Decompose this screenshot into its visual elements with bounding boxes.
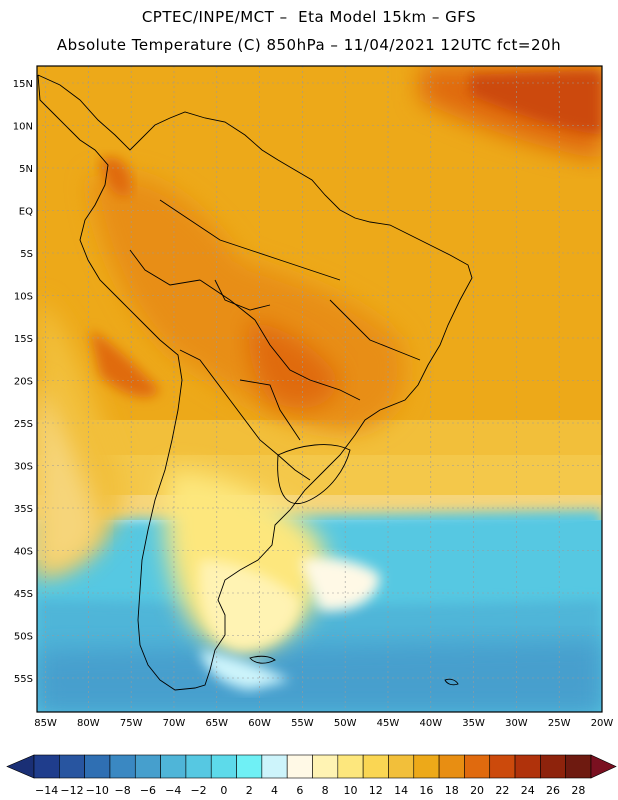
colorbar-tick-label: 2: [246, 784, 253, 797]
colorbar-tick-label: 12: [369, 784, 383, 797]
latitude-axis: 15N 10N 5N EQ 5S 10S 15S 20S 25S 30S 35S 40S 45S 50S 5…: [13, 79, 33, 685]
lon-tick-label: 80W: [77, 718, 100, 729]
colorbar-swatch: [134, 754, 161, 779]
colorbar-tick-label: 24: [521, 784, 535, 797]
lat-tick-label: 5S: [20, 249, 33, 260]
colorbar-swatch: [388, 754, 415, 779]
colorbar-swatch: [84, 754, 111, 779]
colorbar-swatch: [464, 754, 491, 779]
longitude-axis: 85W 80W 75W 70W 65W 60W 55W 50W 45W 40W 35W 30W 25W 2…: [34, 718, 613, 729]
lon-tick-label: 85W: [34, 718, 57, 729]
lat-tick-label: 25S: [14, 419, 33, 430]
colorbar-tick-label: −8: [115, 784, 131, 797]
lat-tick-label: 10N: [13, 122, 33, 133]
colorbar-swatch: [59, 754, 85, 779]
lat-tick-label: 30S: [14, 462, 33, 473]
colorbar-swatch: [109, 754, 136, 779]
colorbar-tick-label: 16: [419, 784, 433, 797]
colorbar-swatch: [514, 754, 541, 779]
lat-tick-label: 40S: [14, 547, 33, 558]
lat-tick-label: 5N: [19, 164, 33, 175]
lat-tick-label: 20S: [14, 377, 33, 388]
colorbar-swatch: [337, 754, 364, 779]
lon-tick-label: 25W: [548, 718, 571, 729]
colorbar-labels: −14 −12 −10 −8 −6 −4 −2 0 2 4 6 8 10 12 14 16 18 20 22 24 26…: [35, 784, 585, 797]
colorbar-swatch: [33, 754, 60, 779]
lat-tick-label: 15N: [13, 79, 33, 90]
coastlines: [37, 74, 473, 691]
colorbar-swatch: [185, 754, 212, 779]
colorbar-under-arrow: [6, 754, 35, 779]
colorbar-tick-label: −12: [60, 784, 83, 797]
colorbar: [6, 754, 617, 779]
colorbar-tick-label: −2: [190, 784, 206, 797]
lon-tick-label: 55W: [291, 718, 314, 729]
colorbar-swatch: [565, 754, 592, 779]
lat-tick-label: EQ: [19, 207, 33, 218]
lon-tick-label: 35W: [462, 718, 485, 729]
colorbar-swatch: [489, 754, 516, 779]
lon-tick-label: 20W: [591, 718, 614, 729]
colorbar-swatch: [438, 754, 465, 779]
colorbar-swatch: [286, 754, 313, 779]
lat-tick-label: 10S: [14, 292, 33, 303]
chart-title-line2: Absolute Temperature (C) 850hPa – 11/04/…: [56, 36, 562, 54]
lat-tick-label: 50S: [14, 632, 33, 643]
colorbar-swatch: [210, 754, 237, 779]
colorbar-tick-label: 26: [546, 784, 560, 797]
colorbar-swatch: [540, 754, 566, 779]
temperature-field: [37, 66, 602, 712]
colorbar-tick-label: 18: [445, 784, 459, 797]
lon-tick-label: 40W: [419, 718, 442, 729]
lon-tick-label: 75W: [120, 718, 143, 729]
colorbar-tick-label: −14: [35, 784, 58, 797]
colorbar-tick-label: 28: [571, 784, 585, 797]
colorbar-tick-label: 22: [495, 784, 509, 797]
lat-tick-label: 55S: [14, 674, 33, 685]
lat-tick-label: 15S: [14, 334, 33, 345]
colorbar-tick-label: −10: [86, 784, 109, 797]
lon-tick-label: 60W: [248, 718, 271, 729]
colorbar-swatch: [160, 754, 187, 779]
chart-title-line1: CPTEC/INPE/MCT – Eta Model 15km – GFS: [141, 8, 477, 26]
colorbar-tick-label: 6: [296, 784, 303, 797]
colorbar-tick-label: 14: [394, 784, 408, 797]
lon-tick-label: 70W: [163, 718, 186, 729]
colorbar-swatch: [236, 754, 263, 779]
lat-tick-label: 45S: [14, 589, 33, 600]
lon-tick-label: 45W: [377, 718, 400, 729]
lat-tick-label: 35S: [14, 504, 33, 515]
colorbar-tick-label: 10: [343, 784, 357, 797]
lon-tick-label: 50W: [334, 718, 357, 729]
colorbar-tick-label: 0: [220, 784, 227, 797]
colorbar-swatch: [261, 754, 288, 779]
colorbar-swatch: [312, 754, 339, 779]
colorbar-over-arrow: [590, 754, 617, 779]
colorbar-tick-label: −4: [165, 784, 181, 797]
colorbar-swatch: [413, 754, 440, 779]
lon-tick-label: 30W: [505, 718, 528, 729]
plot-frame: [36, 65, 603, 713]
colorbar-tick-label: 8: [322, 784, 329, 797]
colorbar-tick-label: 20: [470, 784, 484, 797]
graticule: [37, 66, 603, 712]
colorbar-tick-label: −6: [140, 784, 156, 797]
colorbar-swatch: [362, 754, 389, 779]
lon-tick-label: 65W: [205, 718, 228, 729]
colorbar-tick-label: 4: [271, 784, 278, 797]
